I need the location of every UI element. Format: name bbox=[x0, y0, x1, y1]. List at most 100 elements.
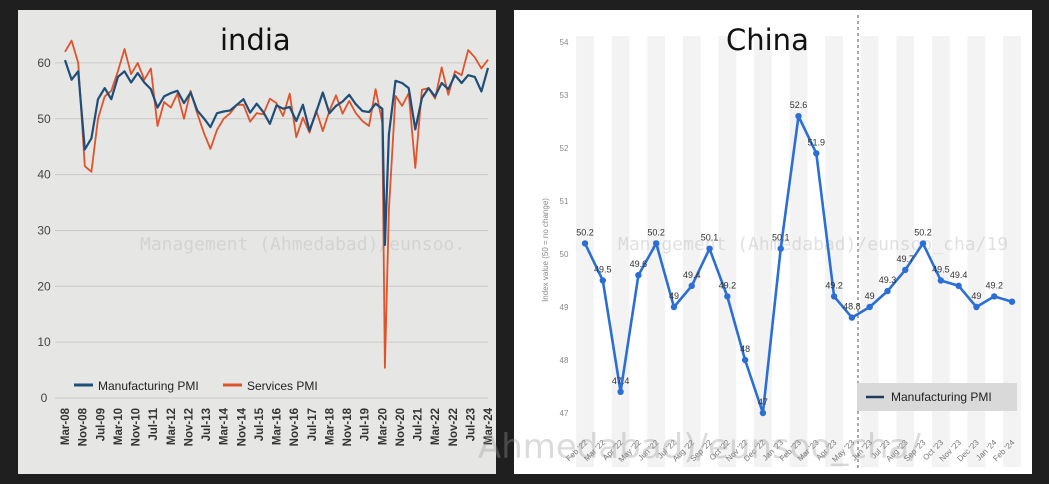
series-line-manufacturing bbox=[63, 59, 490, 247]
data-point bbox=[973, 303, 980, 311]
series-line-services bbox=[64, 39, 489, 369]
data-label: 49.2 bbox=[825, 280, 843, 290]
china-chart-panel: Management (Ahmedabad)/eunsoo_cha/19 47 4… bbox=[514, 10, 1032, 474]
x-tick-label: Nov-22 bbox=[448, 408, 460, 446]
y-tick-label: 47 bbox=[560, 409, 569, 418]
column-band bbox=[967, 36, 986, 467]
x-tick-label: Nov-20 bbox=[395, 408, 407, 446]
y-tick-label: 48 bbox=[560, 356, 569, 365]
column-band bbox=[576, 36, 594, 467]
data-label: 49.6 bbox=[630, 259, 648, 269]
data-point bbox=[795, 113, 802, 120]
data-point bbox=[813, 150, 820, 157]
x-tick-label: Nov-10 bbox=[131, 408, 143, 446]
column-band bbox=[860, 36, 879, 467]
x-tick-label: Jul-23 bbox=[465, 408, 477, 441]
y-tick-label: 30 bbox=[37, 223, 51, 237]
india-pmi-chart: Management (Ahmedabad)/eunsoo. 0 10 20 30 40… bbox=[37, 23, 495, 446]
data-point bbox=[581, 240, 589, 247]
data-point bbox=[741, 356, 749, 364]
column-band bbox=[718, 36, 737, 467]
data-label: 50.2 bbox=[576, 227, 594, 237]
china-chart-title: China bbox=[726, 23, 809, 57]
y-tick-label: 50 bbox=[37, 112, 51, 126]
china-y-axis-label: Index value (50 = no change) bbox=[541, 198, 550, 302]
data-point bbox=[652, 240, 660, 247]
x-tick-label: Mar-12 bbox=[166, 408, 178, 445]
data-label: 50.2 bbox=[647, 227, 665, 237]
data-label: 50.2 bbox=[914, 227, 932, 237]
legend-label-manufacturing: Manufacturing PMI bbox=[891, 390, 992, 404]
column-band bbox=[825, 36, 843, 467]
data-label: 48.8 bbox=[843, 302, 861, 312]
data-point bbox=[777, 245, 784, 252]
data-point bbox=[866, 303, 873, 311]
china-pmi-chart: Management (Ahmedabad)/eunsoo_cha/19 47 4… bbox=[541, 15, 1021, 470]
data-point bbox=[670, 303, 678, 311]
x-tick-label: Mar-14 bbox=[219, 407, 231, 445]
y-tick-label: 52 bbox=[560, 144, 569, 153]
china-legend: Manufacturing PMI bbox=[857, 383, 1017, 411]
data-point bbox=[937, 277, 945, 284]
x-tick-label: Mar-16 bbox=[272, 408, 284, 445]
data-label: 49.4 bbox=[683, 270, 701, 280]
x-tick-label: Mar-08 bbox=[60, 407, 72, 445]
y-tick-label: 10 bbox=[37, 335, 51, 349]
x-tick-label: Nov-16 bbox=[289, 408, 301, 446]
y-tick-label: 0 bbox=[41, 391, 48, 405]
y-tick-label: 40 bbox=[37, 168, 51, 182]
data-point bbox=[599, 277, 606, 284]
data-label: 49.2 bbox=[719, 280, 737, 290]
data-point bbox=[688, 282, 695, 289]
data-label: 49 bbox=[669, 291, 679, 301]
x-tick-label: Mar-10 bbox=[113, 408, 125, 445]
data-label: 50.1 bbox=[701, 233, 719, 243]
x-tick-label: Nov-12 bbox=[183, 408, 195, 446]
data-point bbox=[955, 282, 962, 289]
watermark-text: Management (Ahmedabad)/eunsoo_cha/19 bbox=[618, 234, 1008, 255]
data-point bbox=[830, 293, 838, 300]
column-band bbox=[931, 36, 950, 467]
india-chart-title: india bbox=[220, 23, 291, 57]
data-label: 49 bbox=[865, 291, 875, 301]
data-label: 49.5 bbox=[594, 265, 612, 275]
column-band bbox=[682, 36, 701, 467]
legend-label-manufacturing: Manufacturing PMI bbox=[98, 379, 199, 393]
x-tick-label: Nov-14 bbox=[236, 407, 248, 446]
y-tick-label: 49 bbox=[560, 303, 569, 312]
x-tick-label: Jul-13 bbox=[201, 408, 213, 441]
x-tick-label: Jul-17 bbox=[307, 408, 319, 441]
legend-label-services: Services PMI bbox=[247, 379, 318, 393]
data-label: 47.4 bbox=[612, 376, 630, 386]
data-point bbox=[848, 314, 856, 321]
data-point bbox=[635, 272, 642, 279]
data-label: 48 bbox=[740, 344, 750, 354]
x-tick-label: Jul-19 bbox=[360, 408, 372, 441]
data-point bbox=[724, 293, 731, 300]
x-tick-label: Nov-08 bbox=[78, 407, 90, 446]
x-tick-label: Mar-18 bbox=[324, 407, 336, 445]
data-label: 49.2 bbox=[985, 280, 1003, 290]
data-point bbox=[759, 409, 767, 417]
column-band bbox=[754, 36, 772, 467]
y-tick-label: 54 bbox=[560, 38, 569, 47]
x-tick-label: Jul-11 bbox=[148, 407, 160, 440]
data-point bbox=[1008, 298, 1016, 305]
column-band bbox=[1003, 36, 1021, 467]
data-label: 49 bbox=[971, 291, 981, 301]
india-chart-panel: Management (Ahmedabad)/eunsoo. 0 10 20 30 40… bbox=[18, 10, 496, 474]
watermark-text: Management (Ahmedabad)/eunsoo. bbox=[140, 234, 465, 255]
data-point bbox=[991, 293, 998, 300]
y-tick-label: 20 bbox=[37, 279, 51, 293]
column-band bbox=[647, 36, 666, 467]
data-point bbox=[884, 287, 891, 295]
data-label: 49.4 bbox=[950, 270, 968, 280]
data-label: 50.1 bbox=[772, 233, 790, 243]
x-tick-label: Nov-18 bbox=[342, 407, 354, 446]
x-tick-label: Jul-21 bbox=[413, 407, 425, 441]
y-tick-label: 60 bbox=[37, 56, 51, 70]
x-tick-label: Jul-15 bbox=[254, 407, 266, 441]
x-tick-label: Mar-22 bbox=[430, 408, 442, 445]
x-tick-label: Jul-09 bbox=[95, 408, 107, 441]
data-label: 52.6 bbox=[790, 100, 808, 110]
